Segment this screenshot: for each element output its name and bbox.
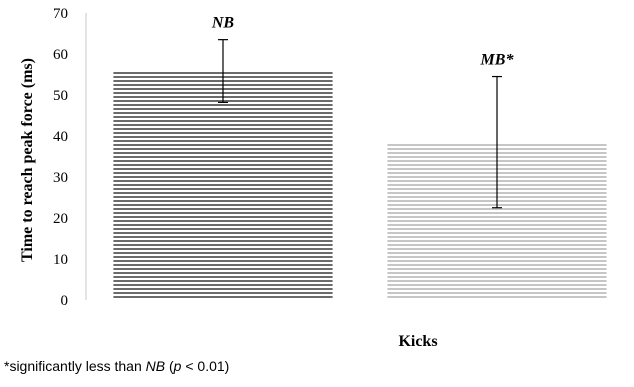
bar-label: MB* [480,52,515,69]
bar-label: NB [211,15,235,32]
error-bar [218,39,228,103]
footnote-prefix: *significantly less than [4,358,146,374]
y-tick-labels: 0 10 20 30 40 50 60 70 [53,6,68,309]
bar-nb [113,71,333,300]
footnote-suffix: < 0.01) [181,358,230,374]
y-tick-label: 10 [53,252,68,268]
x-axis-title: Kicks [398,333,437,350]
footnote-p: p [173,358,182,374]
bars [113,71,607,300]
y-tick-label: 70 [53,6,68,22]
bar-chart: 0 10 20 30 40 50 60 70 NB MB* Kicks Time to reac… [19,6,607,350]
y-tick-label: 30 [53,170,68,186]
y-tick-label: 40 [53,129,68,145]
y-tick-label: 60 [53,47,68,63]
footnote-mid: ( [165,358,174,374]
footnote: *significantly less than NB (p < 0.01) [4,358,229,374]
bar-labels: NB MB* [211,15,515,69]
footnote-group: NB [145,358,166,374]
y-axis-title: Time to reach peak force (ms) [19,58,36,262]
y-tick-label: 20 [53,211,68,227]
error-bars [218,39,502,209]
y-tick-label: 50 [53,88,68,104]
error-bar [492,75,502,209]
y-tick-label: 0 [61,293,69,309]
